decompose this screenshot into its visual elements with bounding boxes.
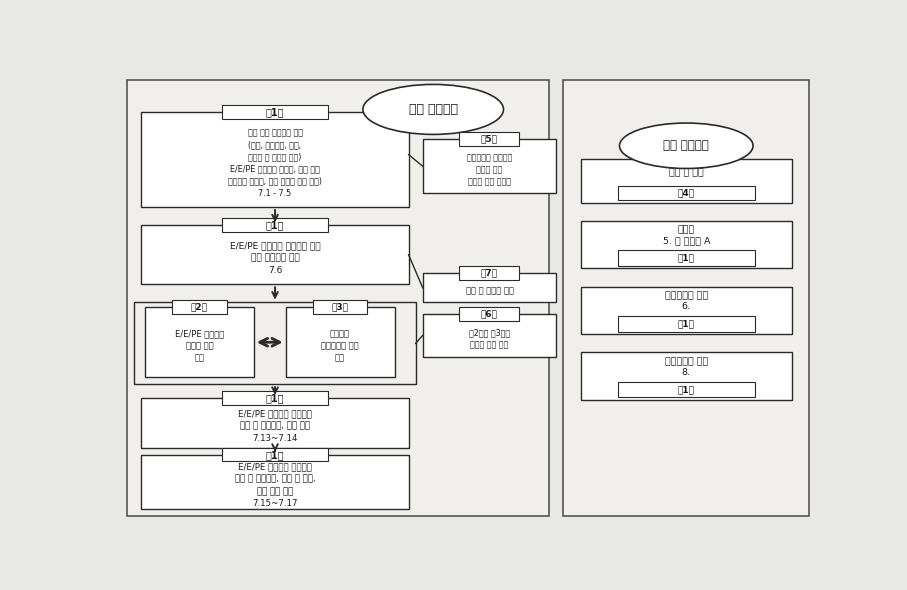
Text: 기술 요구사항: 기술 요구사항 — [409, 103, 458, 116]
FancyBboxPatch shape — [459, 307, 520, 321]
FancyBboxPatch shape — [580, 159, 792, 202]
FancyBboxPatch shape — [127, 80, 550, 516]
Text: 기법 및 수단의 개요: 기법 및 수단의 개요 — [465, 287, 513, 296]
Text: 제1부: 제1부 — [678, 385, 695, 394]
FancyBboxPatch shape — [141, 455, 408, 509]
Text: 제3부: 제3부 — [332, 303, 348, 312]
FancyBboxPatch shape — [145, 307, 254, 378]
FancyBboxPatch shape — [221, 391, 328, 405]
FancyBboxPatch shape — [286, 307, 395, 378]
Text: 정의 및 약어: 정의 및 약어 — [668, 168, 704, 177]
FancyBboxPatch shape — [580, 221, 792, 268]
FancyBboxPatch shape — [221, 105, 328, 119]
Text: 제5부: 제5부 — [481, 135, 498, 143]
Text: 제2부와 제3부의
적용을 위한 시침: 제2부와 제3부의 적용을 위한 시침 — [469, 328, 510, 349]
FancyBboxPatch shape — [580, 352, 792, 400]
Text: 기능안전성 관리
6.: 기능안전성 관리 6. — [665, 291, 707, 312]
Text: 제1부: 제1부 — [266, 107, 284, 117]
FancyBboxPatch shape — [141, 225, 408, 284]
Text: 제1부: 제1부 — [266, 220, 284, 230]
Text: 문서화
5. 및 부록서 A: 문서화 5. 및 부록서 A — [662, 225, 710, 245]
FancyBboxPatch shape — [618, 186, 755, 200]
Text: 제2부: 제2부 — [191, 303, 208, 312]
Text: 안전무결성 요구사항
개발을 위한
리스크 기반 접근법: 안전무결성 요구사항 개발을 위한 리스크 기반 접근법 — [467, 153, 512, 186]
Text: 제4부: 제4부 — [678, 188, 695, 197]
FancyBboxPatch shape — [459, 266, 520, 280]
Text: E/E/PE 안전관련 시스템의
운영 및 유지보수, 변경 및 갱신,
폐기 또는 해체
7.15~7.17: E/E/PE 안전관련 시스템의 운영 및 유지보수, 변경 및 갱신, 폐기 … — [235, 463, 316, 508]
FancyBboxPatch shape — [459, 132, 520, 146]
FancyBboxPatch shape — [423, 139, 556, 194]
FancyBboxPatch shape — [563, 80, 809, 516]
FancyBboxPatch shape — [313, 300, 367, 314]
Text: 전체 안전 요구사항 개발
(개념, 적용범위, 정의,
위험원 및 리스크 분석)
E/E/PE 안전관련 시스템, 기타 기술
안전관련 시스템, 외부 리: 전체 안전 요구사항 개발 (개념, 적용범위, 정의, 위험원 및 리스크 분… — [228, 128, 322, 198]
FancyBboxPatch shape — [618, 250, 755, 266]
Text: E/E/PE 안전관련 시스템의
설치 및 작동전검, 안전 확증
7.13~7.14: E/E/PE 안전관련 시스템의 설치 및 작동전검, 안전 확증 7.13~7… — [239, 409, 312, 443]
Text: E/E/PE 안전관련 시스템에 대해
안전 요구사항 할당
7.6: E/E/PE 안전관련 시스템에 대해 안전 요구사항 할당 7.6 — [229, 241, 320, 275]
FancyBboxPatch shape — [580, 287, 792, 335]
Ellipse shape — [363, 84, 503, 135]
Text: 제1부: 제1부 — [266, 393, 284, 403]
Text: 안전관련
소프트웨어 구현
단계: 안전관련 소프트웨어 구현 단계 — [321, 329, 359, 362]
Ellipse shape — [619, 123, 753, 169]
Text: 제1부: 제1부 — [678, 253, 695, 263]
FancyBboxPatch shape — [141, 398, 408, 448]
FancyBboxPatch shape — [141, 112, 408, 207]
Text: 기능안전성 평가
8.: 기능안전성 평가 8. — [665, 357, 707, 377]
FancyBboxPatch shape — [423, 273, 556, 303]
Text: 제1부: 제1부 — [678, 319, 695, 328]
Text: 제7부: 제7부 — [481, 268, 498, 277]
FancyBboxPatch shape — [221, 218, 328, 232]
FancyBboxPatch shape — [423, 314, 556, 357]
FancyBboxPatch shape — [221, 448, 328, 461]
FancyBboxPatch shape — [618, 316, 755, 332]
Text: 제6부: 제6부 — [481, 309, 498, 319]
Text: 기타 요구사항: 기타 요구사항 — [663, 139, 709, 152]
Text: 제1부: 제1부 — [266, 450, 284, 460]
FancyBboxPatch shape — [172, 300, 227, 314]
Text: E/E/PE 안전관련
시스템 구현
단계: E/E/PE 안전관련 시스템 구현 단계 — [175, 329, 224, 362]
FancyBboxPatch shape — [618, 382, 755, 398]
